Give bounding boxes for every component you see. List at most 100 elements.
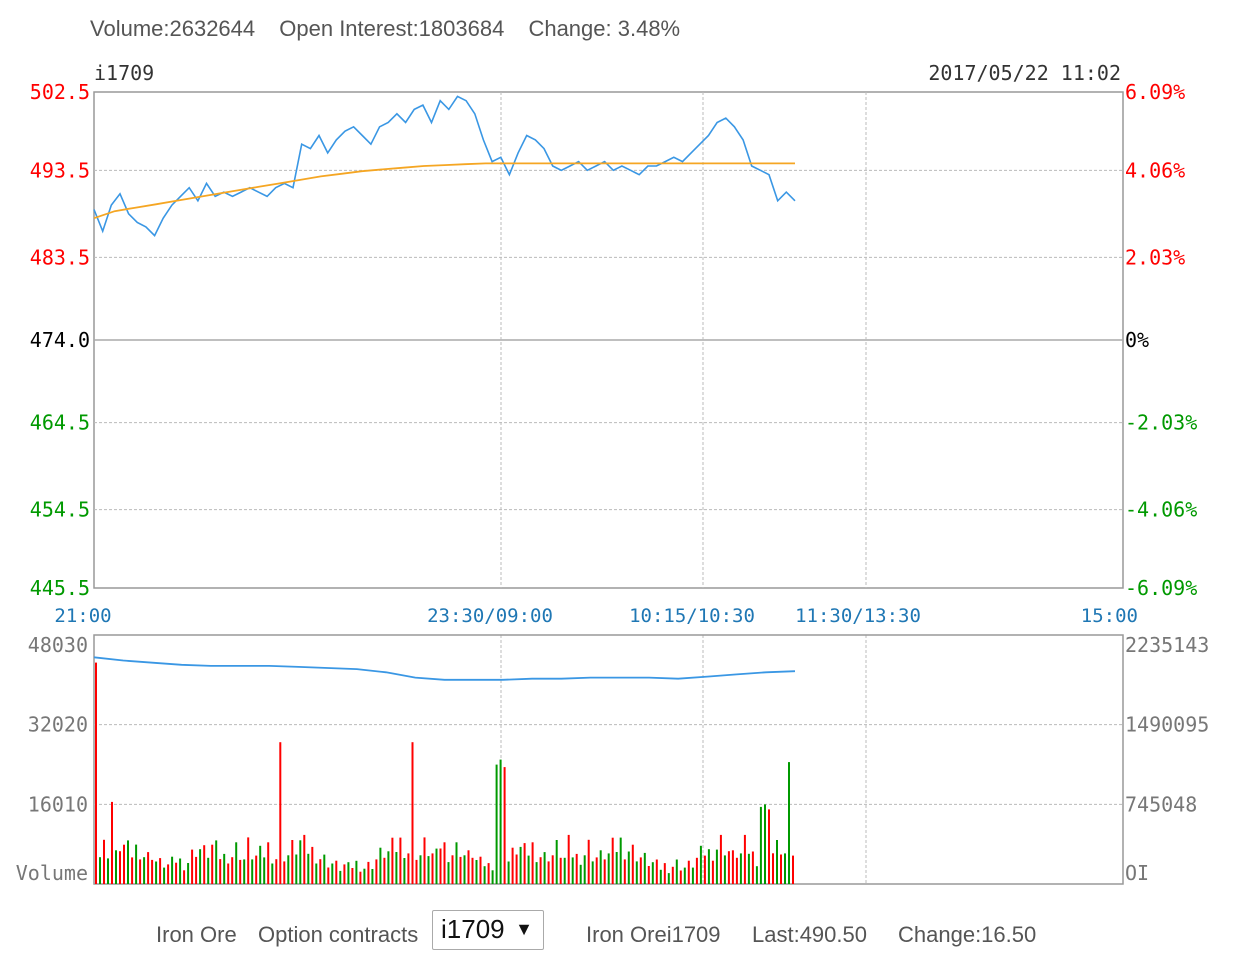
volume-bar [287, 855, 290, 884]
price-tick-label: 483.5 [30, 245, 90, 269]
chevron-down-icon: ▼ [515, 919, 533, 939]
volume-bar [367, 861, 370, 884]
volume-bar [683, 867, 686, 884]
volume-bar [251, 859, 254, 884]
percent-tick-label: 0% [1125, 328, 1149, 352]
volume-bar [435, 848, 438, 884]
volume-bar [675, 859, 678, 884]
volume-bar [371, 869, 374, 884]
volume-bar [507, 861, 510, 884]
volume-bar [743, 834, 746, 884]
volume-bar [599, 850, 602, 884]
volume-bar [555, 840, 558, 884]
volume-bar [539, 857, 542, 884]
volume-bar [319, 859, 322, 884]
price-tick-label: 493.5 [30, 158, 90, 182]
volume-bar [627, 851, 630, 884]
volume-bar [447, 862, 450, 884]
option-contracts-label: Option contracts [258, 922, 419, 947]
volume-bar [215, 840, 218, 884]
volume-bar [459, 856, 462, 884]
percent-tick-label: -2.03% [1125, 411, 1197, 435]
oi-axis-label: OI [1125, 861, 1149, 885]
contract-symbol: i1709 [94, 61, 154, 85]
volume-bar [587, 839, 590, 884]
volume-bar [768, 809, 770, 884]
volume-bar [780, 854, 782, 884]
volume-bar [147, 852, 150, 884]
chart-datetime: 2017/05/22 11:02 [928, 61, 1121, 85]
open-interest-line [93, 656, 796, 681]
volume-bar [655, 859, 658, 884]
volume-bar [227, 863, 230, 884]
volume-bar [103, 839, 105, 884]
volume-bar [295, 854, 298, 884]
volume-bar [331, 863, 334, 884]
volume-bar [511, 847, 514, 884]
volume-bar [755, 866, 758, 884]
volume-bar [363, 868, 366, 884]
volume-bar [571, 857, 574, 884]
volume-bar [387, 851, 390, 884]
volume-bar [703, 855, 706, 884]
volume-bar [347, 862, 350, 884]
volume-bar [151, 859, 154, 884]
volume-bar [663, 863, 666, 884]
volume-axis-label: Volume [16, 861, 88, 885]
volume-bar [439, 848, 442, 884]
volume-bar [792, 855, 794, 884]
volume-bar [483, 866, 486, 884]
volume-bar [788, 762, 790, 884]
volume-bar [175, 862, 178, 884]
volume-bar [187, 863, 190, 884]
volume-bar [243, 859, 246, 884]
volume-bar [335, 860, 338, 884]
volume-bar [784, 853, 786, 884]
volume-bar [339, 870, 342, 884]
volume-bar [283, 861, 286, 884]
volume-bar [691, 867, 694, 884]
volume-bar [607, 853, 610, 884]
volume-bar [383, 857, 386, 884]
volume-bar [415, 859, 418, 884]
volume-bar [579, 864, 582, 884]
volume-tick-label: 16010 [28, 792, 88, 816]
volume-bar [307, 853, 310, 884]
volume-bar [623, 859, 626, 884]
volume-bar [275, 859, 278, 884]
volume-bar [772, 853, 774, 884]
product-label: Iron Ore [156, 922, 237, 947]
volume-bar [423, 837, 426, 884]
price-tick-label: 464.5 [30, 411, 90, 435]
volume-bar [591, 861, 594, 884]
volume-bar [475, 860, 478, 884]
time-tick-label: 15:00 [1081, 605, 1138, 627]
volume-bar [159, 858, 162, 884]
volume-bar [695, 857, 698, 884]
volume-bar [399, 837, 402, 884]
volume-bar [619, 837, 622, 884]
price-tick-label: 474.0 [30, 328, 90, 352]
volume-bar [219, 859, 222, 884]
oi-tick-label: 2235143 [1125, 633, 1209, 657]
volume-bar [271, 863, 274, 884]
change-summary: Change: 3.48% [528, 16, 681, 41]
volume-bar [567, 834, 570, 884]
volume-bar [615, 852, 618, 884]
volume-bar [235, 842, 238, 884]
time-tick-label: 11:30/13:30 [795, 605, 921, 627]
volume-bar [495, 764, 498, 884]
volume-bar [643, 852, 646, 884]
volume-bar [351, 868, 354, 884]
volume-bar [231, 857, 234, 884]
volume-bar [323, 854, 326, 884]
volume-bar [651, 862, 654, 884]
volume-bar [123, 844, 125, 884]
contract-select[interactable]: i1709 ▼ [432, 910, 544, 950]
volume-bar [631, 844, 634, 884]
volume-bar [491, 870, 494, 884]
volume-bar [559, 857, 562, 884]
volume-bar [503, 767, 506, 884]
volume-bar [263, 857, 266, 884]
percent-tick-label: 2.03% [1125, 245, 1185, 269]
